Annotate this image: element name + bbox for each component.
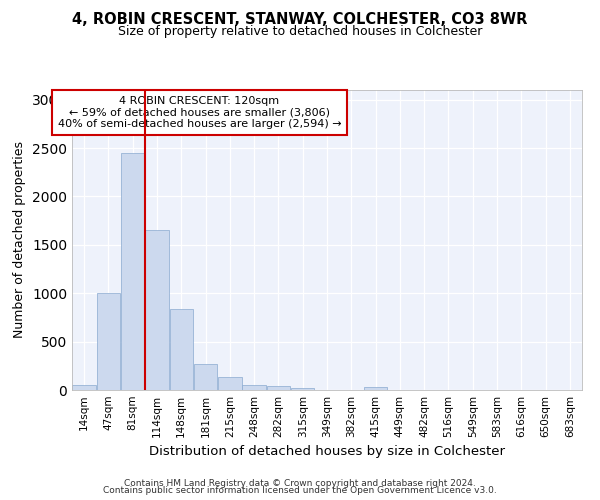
Bar bbox=[145, 230, 169, 390]
Text: 4 ROBIN CRESCENT: 120sqm
← 59% of detached houses are smaller (3,806)
40% of sem: 4 ROBIN CRESCENT: 120sqm ← 59% of detach… bbox=[58, 96, 341, 129]
Bar bbox=[97, 293, 120, 390]
Bar bbox=[364, 387, 388, 390]
Bar bbox=[291, 388, 314, 390]
X-axis label: Distribution of detached houses by size in Colchester: Distribution of detached houses by size … bbox=[149, 446, 505, 458]
Bar bbox=[73, 384, 96, 390]
Bar bbox=[170, 308, 193, 390]
Text: Contains HM Land Registry data © Crown copyright and database right 2024.: Contains HM Land Registry data © Crown c… bbox=[124, 478, 476, 488]
Bar bbox=[194, 364, 217, 390]
Bar bbox=[218, 378, 242, 390]
Text: Size of property relative to detached houses in Colchester: Size of property relative to detached ho… bbox=[118, 25, 482, 38]
Bar bbox=[242, 384, 266, 390]
Text: 4, ROBIN CRESCENT, STANWAY, COLCHESTER, CO3 8WR: 4, ROBIN CRESCENT, STANWAY, COLCHESTER, … bbox=[73, 12, 527, 28]
Y-axis label: Number of detached properties: Number of detached properties bbox=[13, 142, 26, 338]
Text: Contains public sector information licensed under the Open Government Licence v3: Contains public sector information licen… bbox=[103, 486, 497, 495]
Bar bbox=[266, 386, 290, 390]
Bar bbox=[121, 153, 145, 390]
